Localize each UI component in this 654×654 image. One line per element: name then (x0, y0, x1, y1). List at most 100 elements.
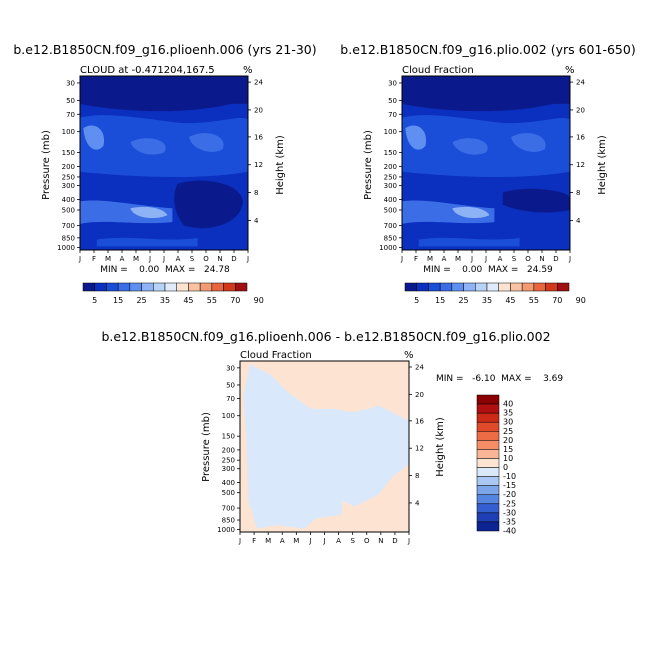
panel1-ytick-label: 70 (66, 111, 75, 119)
panel2-y2tick-label: 4 (576, 217, 581, 225)
panel3-ytick-label: 200 (222, 446, 235, 454)
panel1-patch-mid (130, 138, 166, 155)
panel2-ytick-label: 500 (384, 206, 397, 214)
panel2-y2tick-label: 24 (576, 79, 585, 87)
panel2-ytick-label: 30 (388, 79, 397, 87)
colorbar2-swatch (404, 282, 417, 292)
panel1-units: % (243, 65, 253, 76)
panel3-xtick-label: J (308, 537, 311, 545)
colorbar1-swatch (82, 282, 95, 292)
colorbar3-swatch (476, 503, 500, 514)
colorbar3-swatch (476, 431, 500, 441)
panel2-xtick-label: F (414, 255, 418, 263)
panel1-xtick-label: M (133, 255, 139, 263)
colorbar2-label: 70 (552, 296, 562, 305)
panel1-xtick-label: J (246, 255, 249, 263)
panel2-xtick-label: N (539, 255, 544, 263)
panel1-xtick-label: S (190, 255, 195, 263)
panel3-xtick-label: M (265, 537, 271, 545)
panel1-xtick-label: A (120, 255, 125, 263)
panel1-xtick-label: J (162, 255, 165, 263)
panel2-ytick-label: 250 (384, 173, 397, 181)
panel2-y2tick-label: 16 (576, 133, 585, 141)
panel2-xtick-label: J (484, 255, 487, 263)
colorbar3-swatch (476, 512, 500, 523)
panel3-ytick-label: 850 (222, 517, 235, 525)
panel2-xtick-label: M (427, 255, 433, 263)
panel2-y2tick-label: 20 (576, 106, 585, 114)
panel3-title: b.e12.B1850CN.f09_g16.plioenh.006 - b.e1… (101, 329, 550, 344)
colorbar1-swatch (129, 282, 142, 292)
colorbar3-label: -10 (503, 472, 516, 481)
panel2-xtick-label: A (442, 255, 447, 263)
colorbar2-label: 90 (576, 296, 586, 305)
panel3-xtick-label: A (280, 537, 285, 545)
colorbar3-swatch (476, 458, 500, 468)
colorbar2-swatch (545, 282, 558, 292)
panel3-xtick-label: O (364, 537, 370, 545)
colorbar2-swatch (486, 282, 499, 292)
colorbar3-label: -40 (503, 527, 516, 536)
panel3-xtick-label: S (350, 537, 355, 545)
panel2-band-lower (402, 200, 495, 224)
panel1-ytick-label: 700 (62, 222, 75, 230)
panel3-xtick-label: J (238, 537, 241, 545)
panel1-patch-right (189, 133, 224, 152)
panel3-xtick-label: N (378, 537, 383, 545)
panel1-ytick-label: 400 (62, 196, 75, 204)
panel1-y2tick-label: 12 (254, 161, 263, 169)
panel1-y2tick-label: 16 (254, 133, 263, 141)
colorbar2-swatch (439, 282, 453, 292)
colorbar2-label: 35 (482, 296, 492, 305)
panel3-ytick-label: 300 (222, 465, 235, 473)
colorbar1-swatch (199, 282, 213, 292)
colorbar1-swatch (164, 282, 177, 292)
panel1-ylabel: Pressure (mb) (41, 130, 52, 200)
colorbar1-swatch (106, 282, 119, 292)
panel1-ytick-label: 200 (62, 163, 75, 171)
panel3-ytick-label: 1000 (217, 526, 235, 534)
panel1-ylabel-right: Height (km) (275, 135, 286, 195)
panel1-xtick-label: N (217, 255, 222, 263)
colorbar2-swatch (463, 282, 476, 292)
panel2-ytick-label: 1000 (379, 244, 397, 252)
colorbar1-label: 35 (160, 296, 170, 305)
panel2-title: b.e12.B1850CN.f09_g16.plio.002 (yrs 601-… (340, 42, 635, 57)
panel1-ytick-label: 1000 (57, 244, 75, 252)
panel1-ytick-label: 250 (62, 173, 75, 181)
panel1-xtick-label: J (78, 255, 81, 263)
panel3-xtick-label: F (252, 537, 256, 545)
colorbar1-label: 15 (113, 296, 123, 305)
colorbar1-swatch (153, 282, 166, 292)
panel1-max-lower (130, 206, 168, 219)
panel1-xtick-label: M (105, 255, 111, 263)
panel1-y2tick-label: 4 (254, 217, 259, 225)
panel1-dry-region (174, 180, 243, 229)
colorbar2-swatch (510, 282, 523, 292)
colorbar2-label: 55 (529, 296, 539, 305)
panel2-units: % (565, 65, 575, 76)
panel2-xtick-label: J (568, 255, 571, 263)
panel3-xtick-label: D (392, 537, 397, 545)
colorbar2-label: 15 (435, 296, 445, 305)
panel3-y2tick-label: 4 (415, 499, 420, 507)
panel2-subtitle: Cloud Fraction (402, 65, 474, 76)
panel3-subtitle: Cloud Fraction (240, 350, 312, 361)
panel3-ytick-label: 250 (222, 457, 235, 465)
colorbar3-swatch (476, 467, 500, 477)
colorbar3-label: 25 (503, 427, 513, 436)
colorbar3-label: 0 (503, 463, 508, 472)
colorbar2-swatch (521, 282, 535, 292)
colorbar1-swatch (211, 282, 224, 292)
panel2-ytick-label: 70 (388, 111, 397, 119)
panel3-xtick-label: A (336, 537, 341, 545)
panel3-xtick-label: J (322, 537, 325, 545)
panel2-stats: MIN = 0.00 MAX = 24.59 (423, 265, 553, 275)
panel3-ytick-label: 500 (222, 489, 235, 497)
panel3-xtick-label: J (407, 537, 410, 545)
colorbar3-label: 30 (503, 418, 513, 427)
colorbar3-swatch (476, 521, 500, 532)
colorbar3-label: -15 (503, 481, 516, 490)
panel1-ytick-label: 500 (62, 206, 75, 214)
panel3-negative-region (243, 364, 409, 529)
